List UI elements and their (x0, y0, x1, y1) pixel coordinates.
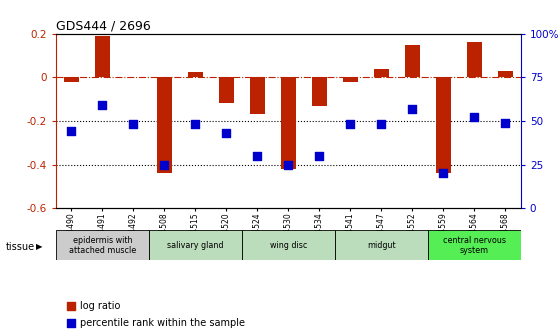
Bar (343, 77, 358, 82)
Point (470, 115, 479, 120)
Bar (281, 77, 296, 169)
Bar (404, 44, 420, 77)
Bar (157, 77, 172, 173)
Bar (428, 230, 521, 260)
Bar (95, 36, 110, 77)
Point (67, 320, 76, 325)
Bar (466, 42, 482, 77)
Text: GDS444 / 2696: GDS444 / 2696 (56, 19, 151, 33)
Text: ▶: ▶ (36, 243, 43, 251)
Point (67, 129, 76, 134)
Text: central nervous
system: central nervous system (443, 236, 506, 255)
Point (315, 153, 324, 159)
Bar (64, 77, 79, 82)
Point (377, 122, 386, 127)
Point (253, 153, 262, 159)
Text: log ratio: log ratio (80, 301, 120, 311)
Text: epidermis with
attached muscle: epidermis with attached muscle (69, 236, 136, 255)
Bar (56, 230, 149, 260)
Point (160, 162, 169, 167)
Bar (242, 230, 335, 260)
Text: wing disc: wing disc (270, 241, 307, 250)
Point (98, 102, 107, 108)
Point (191, 122, 200, 127)
Point (67, 303, 76, 308)
Text: tissue: tissue (6, 242, 35, 252)
Bar (188, 72, 203, 77)
Point (408, 106, 417, 112)
Point (222, 130, 231, 136)
Text: salivary gland: salivary gland (167, 241, 223, 250)
Bar (250, 77, 265, 114)
Point (439, 171, 448, 176)
Bar (149, 230, 242, 260)
Bar (497, 71, 513, 77)
Point (129, 122, 138, 127)
Bar (335, 230, 428, 260)
Bar (374, 69, 389, 77)
Text: percentile rank within the sample: percentile rank within the sample (80, 318, 245, 328)
Bar (218, 77, 234, 103)
Bar (436, 77, 451, 173)
Point (284, 162, 293, 167)
Bar (311, 77, 327, 106)
Point (346, 122, 355, 127)
Text: midgut: midgut (367, 241, 396, 250)
Point (501, 120, 510, 125)
